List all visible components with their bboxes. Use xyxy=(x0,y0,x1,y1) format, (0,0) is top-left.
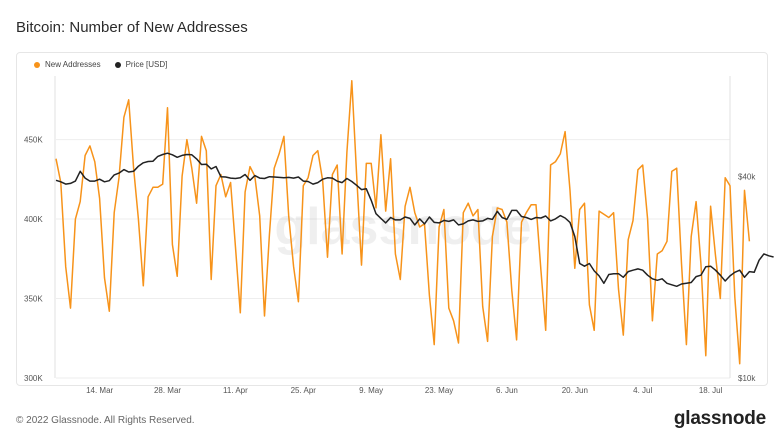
y-left-tick-label: 400K xyxy=(24,215,43,224)
chart-legend: New Addresses Price [USD] xyxy=(34,60,167,69)
x-tick-label: 20. Jun xyxy=(562,386,588,395)
x-tick-label: 4. Jul xyxy=(633,386,652,395)
x-tick-label: 6. Jun xyxy=(496,386,518,395)
x-tick-label: 11. Apr xyxy=(223,386,248,395)
chart-title: Bitcoin: Number of New Addresses xyxy=(16,19,248,36)
legend-swatch-price xyxy=(114,61,121,68)
legend-label-new-addresses: New Addresses xyxy=(45,60,101,69)
y-left-tick-label: 300K xyxy=(24,374,43,383)
y-right-tick-label: $10k xyxy=(738,374,756,383)
x-tick-label: 25. Apr xyxy=(291,386,317,395)
x-tick-label: 23. May xyxy=(425,386,453,395)
series-line-price xyxy=(55,152,774,288)
legend-label-price: Price [USD] xyxy=(125,60,168,69)
series-line-new-addresses xyxy=(55,80,751,365)
legend-item-price[interactable]: Price [USD] xyxy=(114,60,168,69)
x-tick-label: 28. Mar xyxy=(154,386,181,395)
glassnode-logo[interactable]: glassnode xyxy=(673,408,766,429)
y-right-tick-label: $40k xyxy=(738,173,756,182)
x-tick-label: 14. Mar xyxy=(86,386,113,395)
legend-swatch-new-addresses xyxy=(34,61,40,68)
x-tick-label: 9. May xyxy=(359,386,383,395)
copyright-text: © 2022 Glassnode. All Rights Reserved. xyxy=(16,415,195,426)
y-left-tick-label: 450K xyxy=(24,136,43,145)
y-left-tick-label: 350K xyxy=(24,295,43,304)
legend-item-new-addresses[interactable]: New Addresses xyxy=(34,60,101,69)
x-tick-label: 18. Jul xyxy=(699,386,723,395)
